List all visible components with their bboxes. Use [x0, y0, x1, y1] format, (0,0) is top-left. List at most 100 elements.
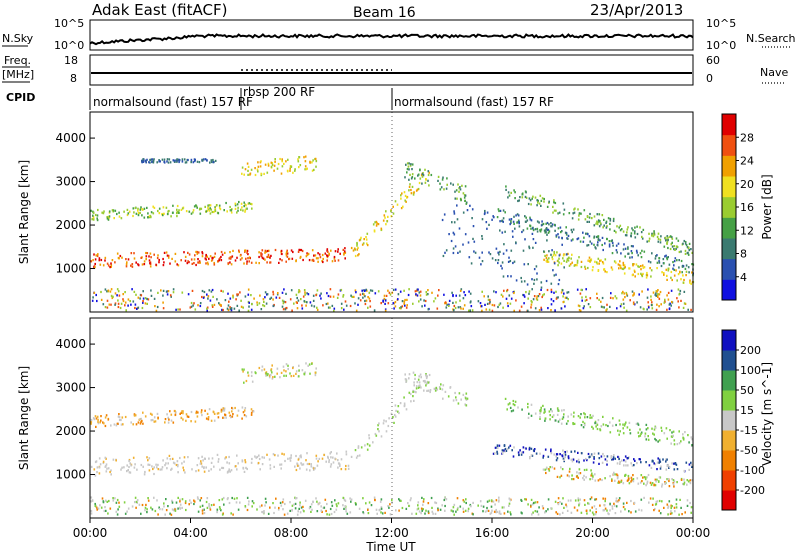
echo-cell	[118, 418, 121, 422]
echo-cell	[193, 302, 195, 305]
echo-cell	[450, 182, 452, 185]
echo-cell	[562, 497, 564, 500]
echo-cell	[196, 252, 199, 255]
echo-cell	[551, 410, 553, 413]
echo-cell	[375, 220, 378, 223]
echo-cell	[366, 448, 369, 451]
echo-cell	[347, 467, 350, 470]
echo-cell	[459, 188, 462, 191]
echo-cell	[633, 303, 636, 306]
echo-cell	[638, 435, 640, 438]
echo-cell	[104, 256, 107, 259]
echo-cell	[297, 458, 300, 461]
echo-cell	[116, 252, 119, 255]
echo-cell	[246, 262, 248, 265]
echo-cell	[536, 227, 539, 230]
echo-cell	[170, 413, 173, 416]
echo-cell	[140, 206, 142, 209]
echo-cell	[149, 412, 152, 415]
echo-cell	[654, 257, 657, 260]
echo-cell	[452, 183, 454, 186]
echo-cell	[187, 251, 189, 254]
echo-cell	[421, 175, 424, 178]
echo-cell	[345, 507, 347, 511]
echo-cell	[513, 309, 515, 312]
echo-cell	[318, 501, 321, 504]
echo-cell	[216, 204, 218, 207]
echo-cell	[558, 257, 560, 260]
echo-cell	[594, 260, 596, 263]
echo-cell	[682, 436, 684, 439]
echo-cell	[468, 256, 471, 259]
echo-cell	[375, 508, 378, 511]
echo-cell	[601, 261, 604, 264]
colorbar-swatch	[722, 450, 736, 471]
echo-cell	[208, 257, 210, 260]
echo-cell	[257, 161, 259, 164]
echo-cell	[481, 218, 484, 221]
echo-cell	[534, 501, 537, 504]
echo-cell	[554, 309, 556, 312]
echo-cell	[508, 446, 510, 449]
echo-cell	[540, 281, 543, 284]
echo-cell	[569, 263, 572, 266]
echo-cell	[141, 263, 144, 266]
echo-cell	[229, 251, 231, 254]
echo-cell	[247, 371, 249, 374]
echo-cell	[456, 508, 459, 511]
echo-cell	[273, 169, 275, 172]
echo-cell	[124, 512, 127, 515]
echo-cell	[220, 255, 222, 259]
echo-cell	[326, 248, 329, 251]
echo-cell	[147, 497, 149, 500]
echo-cell	[681, 271, 683, 274]
echo-cell	[106, 500, 109, 503]
echo-cell	[337, 259, 340, 262]
echo-cell	[250, 411, 253, 414]
echo-cell	[597, 452, 600, 455]
echo-cell	[583, 305, 585, 308]
echo-cell	[594, 513, 597, 516]
echo-cell	[584, 299, 587, 302]
echo-cell	[541, 505, 544, 508]
echo-cell	[205, 262, 207, 265]
echo-cell	[275, 497, 277, 500]
echo-cell	[221, 498, 224, 501]
echo-cell	[270, 296, 273, 299]
echo-cell	[616, 307, 618, 310]
echo-cell	[183, 251, 185, 254]
echo-cell	[440, 383, 442, 386]
echo-cell	[446, 177, 448, 180]
echo-cell	[531, 513, 533, 516]
echo-cell	[537, 201, 539, 204]
echo-cell	[329, 306, 331, 309]
echo-cell	[247, 503, 250, 506]
echo-cell	[104, 506, 106, 509]
echo-cell	[184, 500, 187, 503]
echo-cell	[667, 256, 669, 259]
echo-cell	[290, 375, 293, 378]
echo-cell	[617, 429, 619, 432]
echo-cell	[423, 299, 425, 302]
echo-cell	[409, 164, 412, 167]
echo-cell	[315, 367, 317, 370]
echo-cell	[304, 293, 306, 296]
echo-cell	[653, 462, 655, 465]
echo-cell	[250, 168, 253, 171]
echo-cell	[563, 259, 565, 262]
echo-cell	[501, 231, 504, 234]
echo-cell	[545, 228, 547, 231]
echo-cell	[546, 221, 549, 225]
echo-cell	[625, 291, 628, 295]
echo-cell	[576, 259, 579, 262]
cpid-label: CPID	[6, 91, 35, 104]
echo-cell	[580, 424, 583, 427]
echo-cell	[547, 260, 550, 263]
echo-cell	[676, 259, 678, 262]
echo-cell	[682, 306, 685, 309]
echo-cell	[562, 301, 565, 304]
colorbar-swatch	[722, 370, 736, 391]
echo-cell	[554, 201, 557, 205]
echo-cell	[250, 413, 253, 416]
echo-cell	[651, 427, 653, 430]
